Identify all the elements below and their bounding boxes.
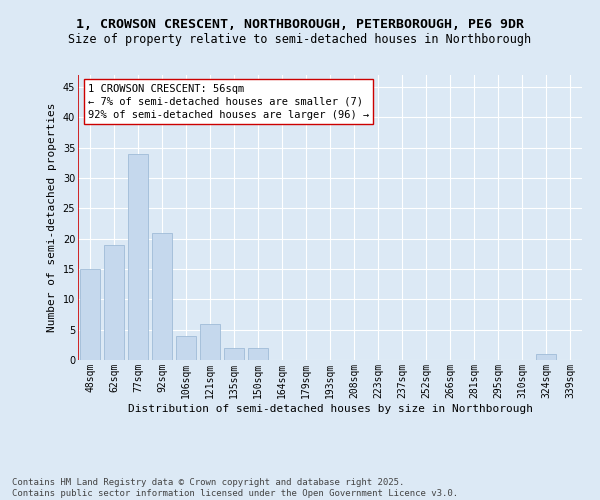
Y-axis label: Number of semi-detached properties: Number of semi-detached properties bbox=[47, 103, 57, 332]
Bar bbox=[128, 154, 148, 360]
Bar bbox=[536, 354, 556, 360]
Bar bbox=[224, 348, 244, 360]
Text: Contains HM Land Registry data © Crown copyright and database right 2025.
Contai: Contains HM Land Registry data © Crown c… bbox=[12, 478, 458, 498]
Text: Size of property relative to semi-detached houses in Northborough: Size of property relative to semi-detach… bbox=[68, 32, 532, 46]
Bar bbox=[200, 324, 220, 360]
X-axis label: Distribution of semi-detached houses by size in Northborough: Distribution of semi-detached houses by … bbox=[128, 404, 533, 413]
Bar bbox=[80, 269, 100, 360]
Bar bbox=[104, 245, 124, 360]
Bar bbox=[152, 232, 172, 360]
Text: 1, CROWSON CRESCENT, NORTHBOROUGH, PETERBOROUGH, PE6 9DR: 1, CROWSON CRESCENT, NORTHBOROUGH, PETER… bbox=[76, 18, 524, 30]
Bar bbox=[176, 336, 196, 360]
Bar bbox=[248, 348, 268, 360]
Text: 1 CROWSON CRESCENT: 56sqm
← 7% of semi-detached houses are smaller (7)
92% of se: 1 CROWSON CRESCENT: 56sqm ← 7% of semi-d… bbox=[88, 84, 370, 120]
